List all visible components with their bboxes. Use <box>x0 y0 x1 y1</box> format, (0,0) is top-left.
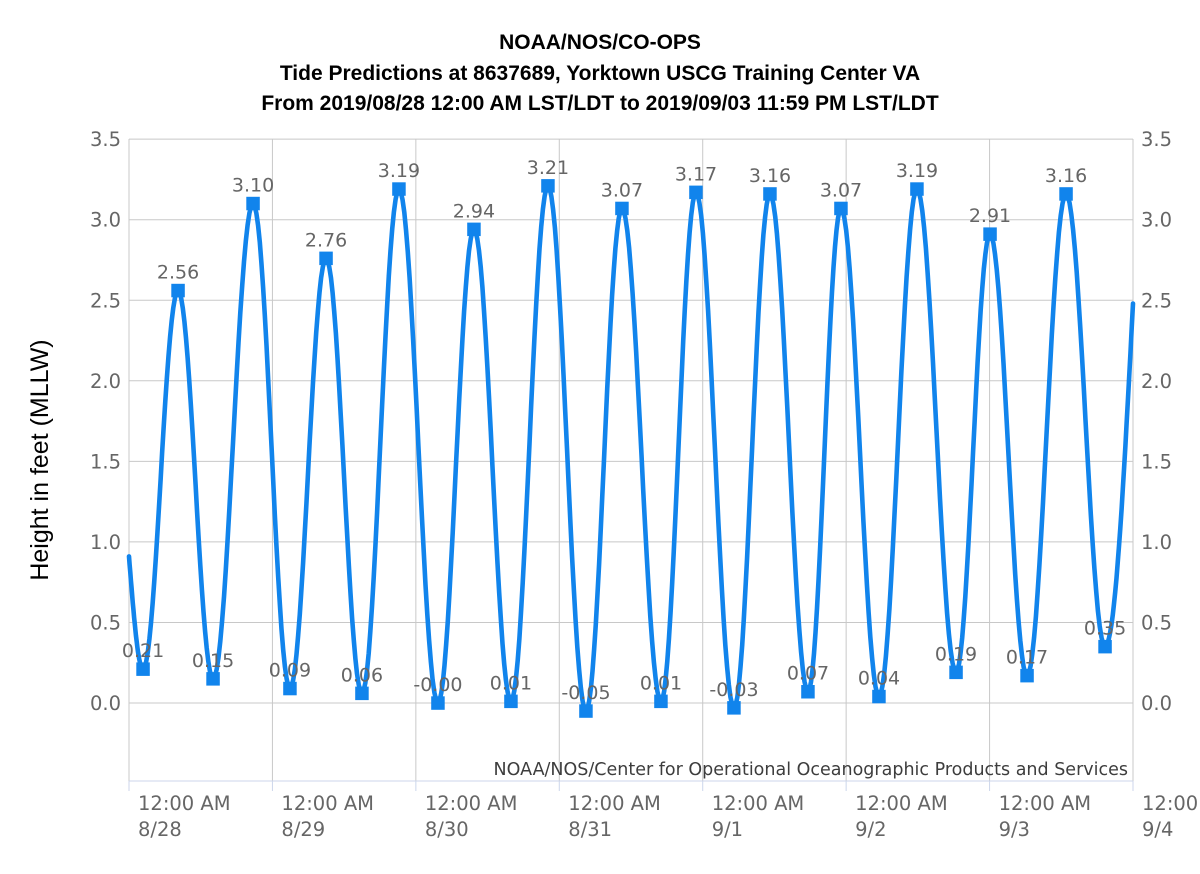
x-tick-label-time: 12:00 AM <box>425 792 518 815</box>
data-point-marker[interactable] <box>949 665 963 680</box>
data-point-marker[interactable] <box>504 694 518 709</box>
x-tick-label-date: 9/1 <box>712 818 743 841</box>
data-point-marker[interactable] <box>834 201 848 216</box>
data-point-label: 3.16 <box>1045 165 1087 187</box>
x-tick-label-time: 12:00 AM <box>1142 792 1200 815</box>
data-point-marker[interactable] <box>392 182 406 196</box>
data-point-marker[interactable] <box>283 681 297 696</box>
data-point-marker[interactable] <box>983 227 997 241</box>
chart-title-line1: NOAA/NOS/CO-OPS <box>499 31 701 54</box>
data-point-label: 3.16 <box>749 165 791 187</box>
data-point-label: 3.07 <box>601 179 643 201</box>
x-tick-label-date: 9/2 <box>855 818 886 841</box>
data-point-marker[interactable] <box>579 704 593 718</box>
data-point-marker[interactable] <box>763 187 777 201</box>
data-point-marker[interactable] <box>541 179 555 193</box>
data-point-label: -0.00 <box>413 674 462 696</box>
x-tick-label-date: 8/31 <box>568 818 612 841</box>
y-tick-label-left: 1.5 <box>90 450 121 473</box>
data-point-marker[interactable] <box>615 201 629 216</box>
data-point-label: 0.35 <box>1084 618 1126 640</box>
data-point-label: 3.19 <box>896 160 938 182</box>
y-tick-label-right: 1.0 <box>1141 531 1172 554</box>
data-point-marker[interactable] <box>910 182 924 196</box>
y-tick-label-left: 3.0 <box>90 209 121 232</box>
data-point-label: 2.91 <box>969 205 1011 227</box>
y-tick-label-left: 2.0 <box>90 370 121 393</box>
noaa-watermark: NOAA/NOS/Center for Operational Oceanogr… <box>493 760 1128 780</box>
data-point-marker[interactable] <box>355 686 369 701</box>
x-tick-label-time: 12:00 AM <box>281 792 374 815</box>
data-point-marker[interactable] <box>467 222 481 237</box>
data-point-marker[interactable] <box>246 196 260 211</box>
x-tick-label-time: 12:00 AM <box>568 792 661 815</box>
data-point-label: 0.04 <box>858 668 900 690</box>
x-tick-label-time: 12:00 AM <box>855 792 948 815</box>
data-point-marker[interactable] <box>689 185 703 200</box>
y-tick-label-right: 2.5 <box>1141 289 1172 312</box>
data-point-label: 3.07 <box>820 179 862 201</box>
data-point-label: 2.56 <box>157 262 199 284</box>
x-tick-label-date: 9/4 <box>1142 818 1173 841</box>
y-tick-label-right: 3.0 <box>1141 209 1172 232</box>
y-tick-label-left: 1.0 <box>90 531 121 554</box>
data-point-marker[interactable] <box>801 685 815 699</box>
data-point-marker[interactable] <box>1020 668 1034 683</box>
data-point-label: -0.05 <box>561 682 610 704</box>
x-tick-label-date: 8/29 <box>281 818 325 841</box>
chart-title-line3: From 2019/08/28 12:00 AM LST/LDT to 2019… <box>261 92 939 115</box>
data-point-label: 0.01 <box>490 672 532 694</box>
data-point-marker[interactable] <box>654 694 668 709</box>
data-point-label: 2.94 <box>453 200 495 222</box>
x-tick-label-date: 8/28 <box>138 818 182 841</box>
chart-title-line2: Tide Predictions at 8637689, Yorktown US… <box>279 61 921 85</box>
x-tick-label-time: 12:00 AM <box>999 792 1092 815</box>
data-point-marker[interactable] <box>206 672 220 686</box>
chart-title-block: NOAA/NOS/CO-OPS Tide Predictions at 8637… <box>0 28 1200 120</box>
y-tick-label-right: 0.0 <box>1141 692 1172 715</box>
y-axis-title: Height in feet (MLLW) <box>26 339 54 581</box>
data-point-label: 3.10 <box>232 175 274 197</box>
x-tick-label-time: 12:00 AM <box>138 792 231 815</box>
data-point-label: 0.17 <box>1006 647 1048 669</box>
y-tick-label-right: 3.5 <box>1141 128 1172 151</box>
data-point-label: 3.17 <box>675 163 717 185</box>
data-point-label: 0.15 <box>192 650 234 672</box>
y-tick-label-right: 0.5 <box>1141 611 1172 634</box>
data-point-marker[interactable] <box>727 701 741 715</box>
data-point-marker[interactable] <box>1098 639 1112 654</box>
y-tick-label-left: 0.0 <box>90 692 121 715</box>
y-tick-label-left: 0.5 <box>90 611 121 634</box>
data-point-label: 0.21 <box>122 640 164 662</box>
y-tick-label-right: 2.0 <box>1141 370 1172 393</box>
x-tick-label-date: 8/30 <box>425 818 469 841</box>
tide-line-path <box>126 183 1136 714</box>
data-point-label: -0.03 <box>709 679 758 701</box>
data-point-label: 0.06 <box>341 664 383 686</box>
data-point-label: 0.07 <box>787 663 829 685</box>
y-tick-label-right: 1.5 <box>1141 450 1172 473</box>
data-point-label: 0.09 <box>269 660 311 682</box>
y-tick-label-left: 3.5 <box>90 128 121 151</box>
data-point-label: 0.01 <box>640 672 682 694</box>
data-point-label: 3.19 <box>378 160 420 182</box>
data-point-marker[interactable] <box>171 283 185 298</box>
data-point-label: 3.21 <box>527 157 569 179</box>
y-tick-label-left: 2.5 <box>90 289 121 312</box>
data-point-marker[interactable] <box>872 689 886 704</box>
data-point-marker[interactable] <box>431 696 445 710</box>
x-tick-label-date: 9/3 <box>999 818 1030 841</box>
data-point-marker[interactable] <box>319 251 333 266</box>
x-tick-label-time: 12:00 AM <box>712 792 805 815</box>
data-point-label: 2.76 <box>305 229 347 251</box>
data-point-marker[interactable] <box>1059 187 1073 201</box>
data-point-label: 0.19 <box>935 643 977 665</box>
data-point-marker[interactable] <box>136 662 150 676</box>
